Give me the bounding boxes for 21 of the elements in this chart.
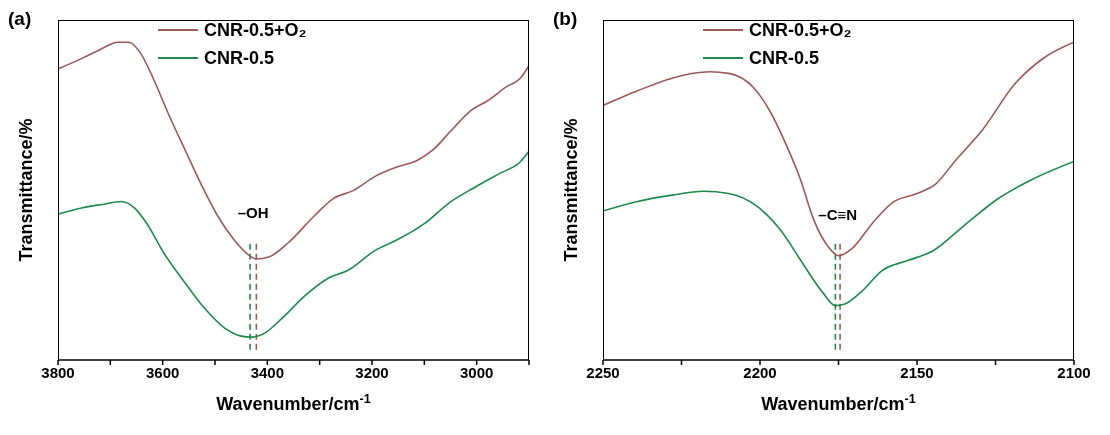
x-tick-label: 3800 [41,363,75,381]
annotation: –OH [237,203,269,221]
x-tick-label: 2200 [743,363,777,381]
x-tick-label: 2100 [1057,363,1091,381]
annotation: –C≡N [818,205,858,223]
y-axis-title: Transmittance/% [15,118,37,262]
legend-label: CNR-0.5 [204,47,275,69]
legend-label: CNR-0.5+O₂ [204,19,307,41]
x-tick-label: 3400 [250,363,285,381]
legend-label: CNR-0.5 [749,47,820,69]
legend-label: CNR-0.5+O₂ [749,19,852,41]
chart-title: (a) [8,8,32,30]
y-axis-title: Transmittance/% [560,118,582,262]
x-tick-label: 2150 [900,363,934,381]
x-tick-label: 2250 [586,363,620,381]
x-tick-label: 3200 [355,363,389,381]
x-tick-label: 3600 [145,363,180,381]
x-axis-title: Wavenumber/cm$^{-1}$ [216,392,371,414]
x-axis-title: Wavenumber/cm$^{-1}$ [761,392,916,414]
chart-title: (b) [553,8,578,30]
x-tick-label: 3000 [459,363,494,381]
